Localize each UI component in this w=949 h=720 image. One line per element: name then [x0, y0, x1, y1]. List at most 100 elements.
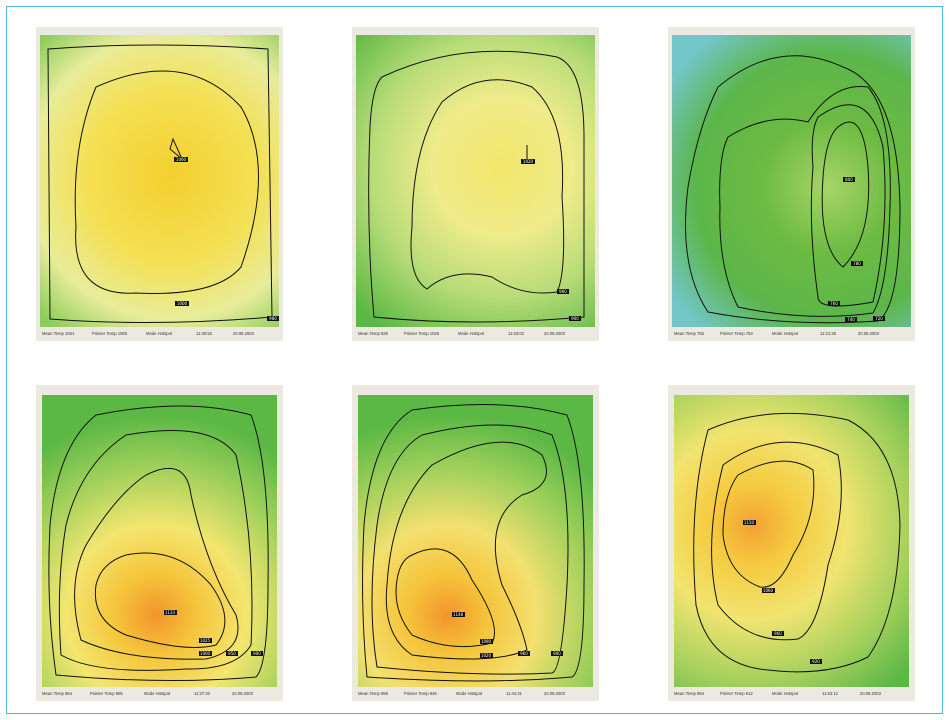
heatmap-field — [358, 395, 593, 687]
svg-text:950: 950 — [228, 651, 236, 656]
contour-label: 950 — [226, 651, 238, 656]
svg-text:960: 960 — [559, 289, 567, 294]
mean-temp: Mean Temp 755 — [674, 331, 704, 336]
status-bar: Mean Temp 958 Pointer Temp 945 Mode Hots… — [352, 687, 599, 699]
svg-text:960: 960 — [520, 651, 528, 656]
time-stamp: 11:44:31 — [506, 691, 522, 696]
thermal-map-2: 1020 960 900 — [356, 35, 595, 327]
contour-label: 760 — [828, 301, 840, 306]
svg-text:1060: 1060 — [763, 588, 774, 593]
contour-label: 960 — [557, 289, 569, 294]
thermal-map-6: 1150 1060 960 920 — [674, 395, 909, 687]
heatmap-field — [356, 35, 595, 327]
heatmap-field — [674, 395, 909, 687]
contour-label: 1020 — [521, 159, 535, 164]
status-bar: Mean Temp 994 Pointer Temp 912 Mode Hots… — [668, 687, 915, 699]
contour-label: 1000 — [199, 651, 212, 656]
contour-label: 720 — [873, 316, 885, 321]
contour-label: 780 — [851, 261, 863, 266]
mode-indicator: Mode Hotspot — [144, 691, 171, 696]
contour-label: 1060 — [762, 588, 775, 593]
thermal-panel-1: 1060 1000 980 Mean Temp 1051 Pointer Tem… — [36, 27, 283, 341]
contour-line — [711, 441, 842, 641]
contour-label: 920 — [810, 659, 822, 664]
svg-text:1150: 1150 — [744, 520, 755, 525]
mode-indicator: Mode Hotspot — [146, 331, 173, 336]
status-bar: Mean Temp 1051 Pointer Temp 1060 Mode Ho… — [36, 327, 283, 339]
contour-line — [810, 104, 886, 307]
contour-label: 900 — [551, 651, 563, 656]
svg-text:980: 980 — [269, 316, 277, 321]
contour-label: 800 — [843, 177, 855, 182]
contour-line — [368, 50, 585, 323]
thermal-map-4: 1133 1025 1000 950 900 — [42, 395, 277, 687]
date-stamp: 20.08.2003 — [858, 331, 879, 336]
contour-label: 1060 — [174, 157, 188, 162]
thermal-map-1: 1060 1000 980 — [40, 35, 279, 327]
svg-text:900: 900 — [553, 651, 561, 656]
contour-label: 740 — [845, 317, 857, 322]
svg-text:900: 900 — [253, 651, 261, 656]
pointer-icon — [169, 137, 183, 160]
pointer-temp: Pointer Temp 985 — [90, 691, 123, 696]
contour-line — [722, 460, 815, 588]
svg-text:1020: 1020 — [481, 653, 492, 658]
time-stamp: 11:53:12 — [822, 691, 838, 696]
contour-line — [362, 404, 585, 682]
svg-text:760: 760 — [830, 301, 838, 306]
contour-line — [94, 552, 226, 648]
svg-text:900: 900 — [571, 316, 579, 321]
pointer-temp: Pointer Temp 1060 — [92, 331, 128, 336]
contour-label: 1025 — [199, 638, 212, 643]
svg-text:1000: 1000 — [177, 301, 188, 306]
contour-label: 960 — [772, 631, 784, 636]
thermal-panel-2: 1020 960 900 Mean Temp 935 Pointer Temp … — [352, 27, 599, 341]
svg-text:1060: 1060 — [176, 157, 187, 162]
date-stamp: 20.08.2003 — [232, 691, 253, 696]
contour-line — [48, 405, 269, 682]
mean-temp: Mean Temp 964 — [42, 691, 72, 696]
mean-temp: Mean Temp 958 — [358, 691, 388, 696]
svg-text:800: 800 — [845, 177, 853, 182]
pointer-temp: Pointer Temp 1026 — [404, 331, 440, 336]
svg-text:1025: 1025 — [200, 638, 211, 643]
contour-label: 900 — [569, 316, 581, 321]
date-stamp: 20.08.2003 — [233, 331, 254, 336]
thermal-map-3: 800 780 760 740 720 — [672, 35, 911, 327]
mode-indicator: Mode Hotspot — [772, 691, 799, 696]
contour-label: 1020 — [480, 653, 493, 658]
thermal-panel-3: 800 780 760 740 720 Mean Temp 755 Pointe… — [668, 27, 915, 341]
pointer-temp: Pointer Temp 945 — [404, 691, 437, 696]
time-stamp: 11:37:20 — [194, 691, 210, 696]
status-bar: Mean Temp 964 Pointer Temp 985 Mode Hots… — [36, 687, 283, 699]
pointer-temp: Pointer Temp 753 — [720, 331, 753, 336]
contour-line — [371, 424, 569, 675]
time-stamp: 11:30:52 — [196, 331, 212, 336]
mode-indicator: Mode Hotspot — [772, 331, 799, 336]
contour-label: 980 — [267, 316, 279, 321]
svg-text:1148: 1148 — [453, 612, 464, 617]
svg-text:920: 920 — [812, 659, 820, 664]
contour-label: 1090 — [480, 639, 493, 644]
svg-text:1000: 1000 — [200, 651, 211, 656]
contour-label: 900 — [251, 651, 263, 656]
contour-label: 1000 — [175, 301, 189, 306]
date-stamp: 20.08.2003 — [544, 691, 565, 696]
svg-text:1133: 1133 — [165, 610, 176, 615]
svg-text:780: 780 — [853, 261, 861, 266]
thermal-map-5: 1148 1090 1020 960 900 — [358, 395, 593, 687]
mean-temp: Mean Temp 1051 — [42, 331, 75, 336]
svg-text:1090: 1090 — [481, 639, 492, 644]
status-bar: Mean Temp 755 Pointer Temp 753 Mode Hots… — [668, 327, 915, 339]
svg-text:740: 740 — [847, 317, 855, 322]
heatmap-field — [672, 35, 911, 327]
time-stamp: 11:21:25 — [820, 331, 836, 336]
mode-indicator: Mode Hotspot — [458, 331, 485, 336]
pointer-temp: Pointer Temp 912 — [720, 691, 753, 696]
contour-line — [821, 121, 870, 268]
status-bar: Mean Temp 935 Pointer Temp 1026 Mode Hot… — [352, 327, 599, 339]
mean-temp: Mean Temp 935 — [358, 331, 388, 336]
svg-text:960: 960 — [774, 631, 782, 636]
mode-indicator: Mode Hotspot — [456, 691, 483, 696]
figure-frame: 1060 1000 980 Mean Temp 1051 Pointer Tem… — [6, 6, 943, 714]
